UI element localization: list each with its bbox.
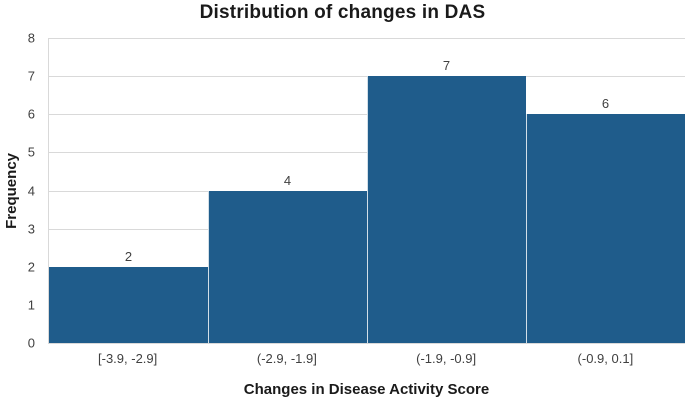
y-tick-label: 4 <box>27 183 35 198</box>
bar-cell: 2 <box>49 38 208 343</box>
bars-layer: 2 4 7 6 <box>49 38 685 343</box>
bar-data-label: 7 <box>442 58 451 74</box>
y-tick-label: 3 <box>27 221 35 237</box>
bar-cell: 7 <box>367 38 526 343</box>
bar <box>367 76 526 343</box>
y-tick-label: 5 <box>27 144 35 160</box>
x-tick-label: (-2.9, -1.9] <box>256 351 317 366</box>
bar-cell: 4 <box>208 38 367 343</box>
y-tick-label: 1 <box>27 297 35 313</box>
x-tick-label: (-0.9, 0.1] <box>577 351 634 366</box>
y-tick-label: 2 <box>27 259 35 275</box>
x-axis-tick-labels: [-3.9, -2.9] (-2.9, -1.9] (-1.9, -0.9] (-0.… <box>48 351 685 366</box>
bar-data-label: 2 <box>124 248 133 264</box>
bar-cell: 6 <box>526 38 685 343</box>
y-tick-label: 7 <box>27 68 35 84</box>
gridline <box>49 38 685 39</box>
bar-data-label: 6 <box>601 96 610 112</box>
bar-data-label: 4 <box>283 172 292 188</box>
bar <box>208 190 367 343</box>
y-tick-label: 8 <box>27 30 35 46</box>
y-tick-label: 6 <box>27 106 35 122</box>
y-axis-tick-labels: 0 1 2 3 4 5 6 7 8 <box>0 31 42 351</box>
y-tick-label: 0 <box>27 335 35 351</box>
plot-area: 2 4 7 6 <box>48 38 685 344</box>
x-axis-title: Changes in Disease Activity Score <box>243 381 490 398</box>
bar <box>526 114 685 343</box>
x-tick-label: [-3.9, -2.9] <box>98 351 158 366</box>
x-tick-label: (-1.9, -0.9] <box>416 351 477 366</box>
bar <box>49 266 208 343</box>
chart-title: Distribution of changes in DAS <box>199 2 486 23</box>
